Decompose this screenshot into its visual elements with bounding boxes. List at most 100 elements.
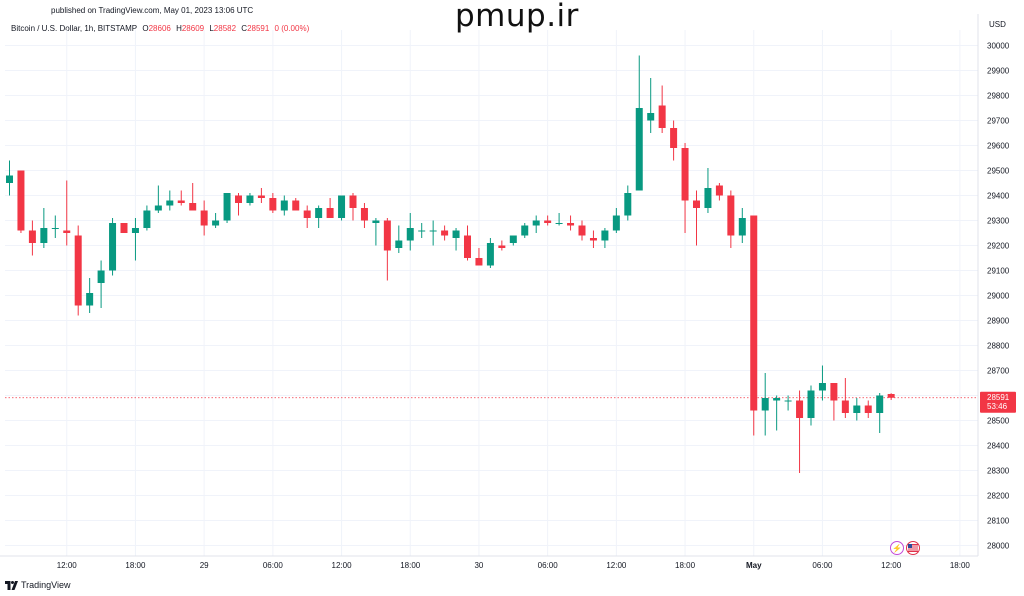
candle-body [51,228,59,229]
candle-body [567,223,575,226]
candle-body [681,148,689,201]
symbol-legend: Bitcoin / U.S. Dollar, 1h, BITSTAMP O286… [11,24,312,33]
x-tick-label: 30 [474,561,483,570]
y-tick-label: 28500 [987,417,1010,426]
y-tick-label: 28700 [987,367,1010,376]
last-price-value: 28591 [987,393,1010,402]
candle-body [441,230,449,236]
candle-body [887,394,895,398]
high-value: 28609 [181,24,205,33]
candle-body [235,195,242,203]
candle-body [63,230,71,233]
x-tick-label: 18:00 [400,561,421,570]
y-tick-label: 28100 [987,517,1010,526]
x-tick-label: May [746,561,762,570]
candle-body [841,400,849,413]
y-tick-label: 30000 [987,42,1010,51]
y-tick-label: 29400 [987,192,1010,201]
ohlc-open: O28606 [142,24,170,33]
candle-body [349,195,357,208]
last-price-tag [980,391,1016,413]
y-tick-label: 29700 [987,117,1010,126]
x-tick-label: 06:00 [263,561,284,570]
candle-body [635,108,643,191]
candle-body [486,243,494,266]
x-tick-label: 12:00 [332,561,353,570]
candle-body [143,210,151,228]
last-price-countdown: 53:46 [987,402,1008,411]
candle-body [395,240,403,248]
candle-body [269,198,277,211]
candle-body [429,230,437,232]
candle-body [532,220,540,226]
candle-body [200,210,208,226]
candle-body [326,208,334,218]
ohlc-high: H28609 [176,24,204,33]
x-tick-label: 12:00 [57,561,78,570]
y-tick-label: 29300 [987,217,1010,226]
footer-icons: ⚡ [890,541,920,555]
y-tick-label: 28400 [987,442,1010,451]
x-tick-label: 18:00 [125,561,146,570]
symbol-name: Bitcoin / U.S. Dollar, 1h, BITSTAMP [11,24,138,33]
candle-body [280,200,288,211]
candle-body [830,383,838,401]
candle-body [383,220,391,251]
x-tick-label: 06:00 [538,561,559,570]
candle-body [372,220,380,223]
candle-body [727,195,735,236]
brand-name: TradingView [21,580,71,590]
open-value: 28606 [148,24,171,33]
candle-body [17,170,25,231]
y-tick-label: 29500 [987,167,1010,176]
candle-body [544,220,552,223]
candle-body [658,105,666,128]
candle-body [315,208,323,218]
candle-body [555,223,563,224]
y-tick-label: 28200 [987,492,1010,501]
candle-body [86,293,94,306]
candle-body [166,200,174,206]
y-tick-label: 28300 [987,467,1010,476]
candle-body [292,200,300,211]
candle-body [338,195,346,218]
candle-body [6,175,13,183]
candle-body [818,383,826,391]
x-tick-label: 12:00 [606,561,627,570]
candle-body [864,405,872,413]
lightning-icon[interactable]: ⚡ [890,541,904,555]
x-tick-label: 29 [200,561,209,570]
y-tick-label: 29100 [987,267,1010,276]
candle-body [120,223,128,233]
tradingview-logo-icon [5,580,18,590]
candle-body [796,400,804,418]
y-tick-label: 29000 [987,292,1010,301]
candle-body [109,223,117,271]
candle-body [74,235,82,306]
ohlc-close: C28591 [241,24,269,33]
candle-body [647,113,655,121]
candle-body [612,215,620,231]
close-value: 28591 [247,24,270,33]
y-tick-label: 28800 [987,342,1010,351]
candle-body [177,200,185,203]
candle-body [246,195,254,203]
candle-body [738,218,746,236]
candle-body [601,230,609,241]
footer-brand: TradingView [5,580,71,590]
y-tick-label: 28900 [987,317,1010,326]
watermark-text: pmup.ir [455,0,579,34]
candle-body [189,203,197,211]
candle-body [670,128,678,148]
candle-body [853,405,861,413]
us-flag-icon[interactable] [906,541,920,555]
low-value: 28582 [213,24,237,33]
candle-body [876,395,884,413]
open-label: O [142,24,149,33]
currency-label: USD [989,20,1006,29]
y-tick-label: 29900 [987,67,1010,76]
candle-body [773,398,781,401]
y-tick-label: 28000 [987,542,1010,551]
change-value: 0 (0.00%) [274,24,310,33]
